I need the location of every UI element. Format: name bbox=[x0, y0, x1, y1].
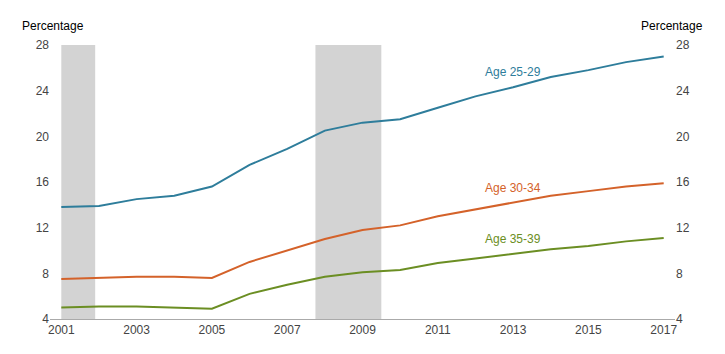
svg-text:4: 4 bbox=[42, 312, 49, 326]
svg-text:2017: 2017 bbox=[650, 323, 677, 337]
svg-text:8: 8 bbox=[676, 267, 683, 281]
svg-text:12: 12 bbox=[676, 221, 690, 235]
svg-text:Percentage: Percentage bbox=[641, 19, 703, 33]
svg-text:24: 24 bbox=[36, 84, 50, 98]
svg-text:Age 35-39: Age 35-39 bbox=[485, 232, 541, 246]
svg-text:20: 20 bbox=[36, 130, 50, 144]
svg-text:8: 8 bbox=[42, 267, 49, 281]
svg-text:12: 12 bbox=[36, 221, 50, 235]
svg-text:2009: 2009 bbox=[349, 323, 376, 337]
svg-text:2005: 2005 bbox=[199, 323, 226, 337]
svg-text:2007: 2007 bbox=[274, 323, 301, 337]
svg-text:Age 25-29: Age 25-29 bbox=[485, 65, 541, 79]
svg-text:Age 30-34: Age 30-34 bbox=[485, 181, 541, 195]
svg-text:2011: 2011 bbox=[425, 323, 451, 337]
svg-text:2003: 2003 bbox=[123, 323, 150, 337]
svg-text:28: 28 bbox=[36, 38, 50, 52]
svg-text:16: 16 bbox=[36, 175, 50, 189]
svg-text:4: 4 bbox=[676, 312, 683, 326]
svg-text:16: 16 bbox=[676, 175, 690, 189]
svg-text:2013: 2013 bbox=[500, 323, 527, 337]
svg-text:2015: 2015 bbox=[575, 323, 602, 337]
svg-text:Percentage: Percentage bbox=[22, 19, 84, 33]
svg-text:2001: 2001 bbox=[48, 323, 75, 337]
svg-text:20: 20 bbox=[676, 130, 690, 144]
svg-text:24: 24 bbox=[676, 84, 690, 98]
svg-text:28: 28 bbox=[676, 38, 690, 52]
